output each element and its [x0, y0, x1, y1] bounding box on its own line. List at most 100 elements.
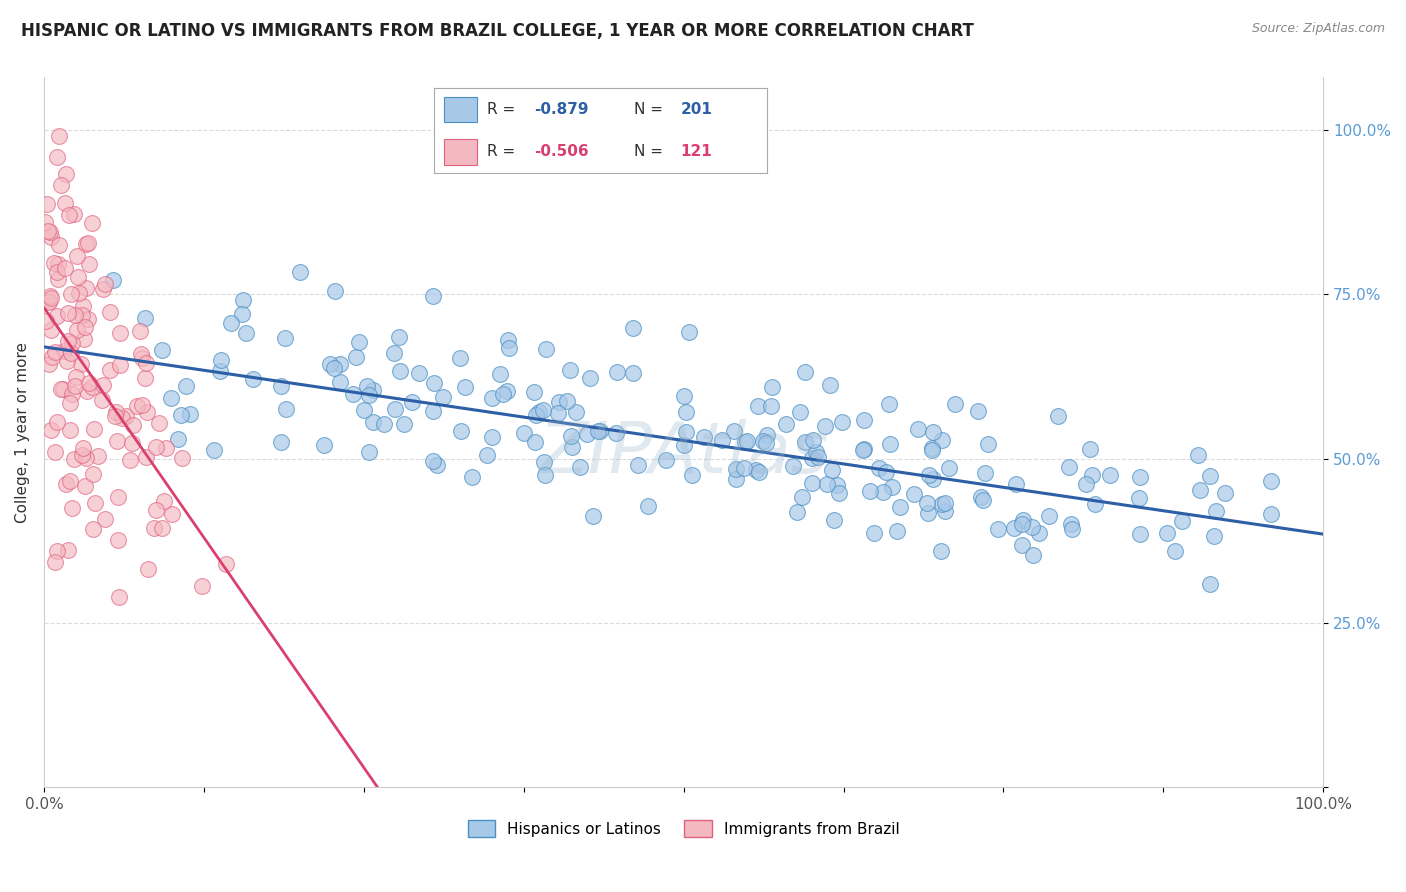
- Point: [693, 430, 716, 444]
- Point: [626, 458, 648, 472]
- Point: [496, 384, 519, 398]
- Point: [44, 555, 66, 569]
- Point: [172, 450, 194, 465]
- Point: [53, 261, 76, 276]
- Point: [231, 307, 253, 321]
- Point: [675, 405, 697, 419]
- Point: [1129, 527, 1152, 541]
- Point: [1022, 548, 1045, 562]
- Point: [56, 543, 79, 558]
- Point: [921, 441, 943, 455]
- Point: [66, 270, 89, 285]
- Text: ZIPAtlas: ZIPAtlas: [538, 419, 828, 488]
- Point: [1129, 470, 1152, 484]
- Point: [1047, 409, 1070, 424]
- Point: [422, 454, 444, 468]
- Point: [65, 369, 87, 384]
- Point: [423, 376, 446, 390]
- Point: [73, 479, 96, 493]
- Point: [745, 463, 768, 477]
- Point: [98, 363, 121, 377]
- Point: [179, 408, 201, 422]
- Point: [136, 562, 159, 576]
- Point: [82, 467, 104, 481]
- Point: [209, 353, 232, 368]
- Point: [159, 391, 181, 405]
- Point: [59, 287, 82, 301]
- Point: [108, 590, 131, 604]
- Point: [931, 497, 953, 511]
- Point: [359, 388, 381, 402]
- Point: [1012, 513, 1035, 527]
- Point: [134, 370, 156, 384]
- Point: [794, 435, 817, 450]
- Point: [52, 382, 75, 396]
- Point: [76, 312, 98, 326]
- Point: [51, 382, 73, 396]
- Point: [77, 236, 100, 251]
- Point: [561, 440, 583, 454]
- Point: [62, 501, 84, 516]
- Point: [789, 405, 811, 419]
- Point: [41, 351, 63, 365]
- Point: [145, 440, 167, 454]
- Point: [114, 409, 136, 423]
- Point: [382, 346, 405, 360]
- Point: [48, 129, 70, 144]
- Point: [60, 346, 83, 360]
- Point: [761, 380, 783, 394]
- Point: [921, 472, 943, 486]
- Point: [800, 451, 823, 466]
- Point: [80, 217, 103, 231]
- Point: [582, 509, 605, 524]
- Point: [202, 443, 225, 458]
- Point: [145, 502, 167, 516]
- Point: [422, 404, 444, 418]
- Point: [938, 460, 960, 475]
- Point: [329, 375, 352, 389]
- Point: [155, 441, 177, 455]
- Point: [118, 453, 141, 467]
- Point: [1060, 516, 1083, 531]
- Point: [733, 461, 755, 475]
- Point: [401, 395, 423, 409]
- Point: [314, 438, 336, 452]
- Point: [882, 479, 904, 493]
- Point: [49, 178, 72, 192]
- Point: [450, 424, 472, 438]
- Point: [449, 351, 471, 365]
- Point: [70, 308, 93, 322]
- Point: [170, 408, 193, 422]
- Point: [121, 418, 143, 433]
- Point: [621, 366, 644, 380]
- Point: [548, 395, 571, 409]
- Point: [45, 543, 67, 558]
- Point: [524, 435, 547, 450]
- Point: [98, 304, 121, 318]
- Point: [361, 415, 384, 429]
- Point: [323, 285, 346, 299]
- Point: [87, 449, 110, 463]
- Point: [108, 358, 131, 372]
- Point: [108, 326, 131, 340]
- Point: [917, 506, 939, 520]
- Point: [134, 310, 156, 325]
- Point: [63, 207, 86, 221]
- Point: [44, 445, 66, 459]
- Point: [76, 384, 98, 398]
- Point: [38, 293, 60, 308]
- Point: [755, 428, 778, 442]
- Point: [357, 445, 380, 459]
- Point: [104, 409, 127, 423]
- Point: [131, 398, 153, 412]
- Point: [853, 413, 876, 427]
- Point: [91, 377, 114, 392]
- Point: [66, 249, 89, 263]
- Point: [1076, 476, 1098, 491]
- Point: [782, 458, 804, 473]
- Point: [1199, 468, 1222, 483]
- Point: [75, 450, 97, 465]
- Point: [560, 363, 582, 377]
- Text: HISPANIC OR LATINO VS IMMIGRANTS FROM BRAZIL COLLEGE, 1 YEAR OR MORE CORRELATION: HISPANIC OR LATINO VS IMMIGRANTS FROM BR…: [21, 22, 974, 40]
- Point: [422, 289, 444, 303]
